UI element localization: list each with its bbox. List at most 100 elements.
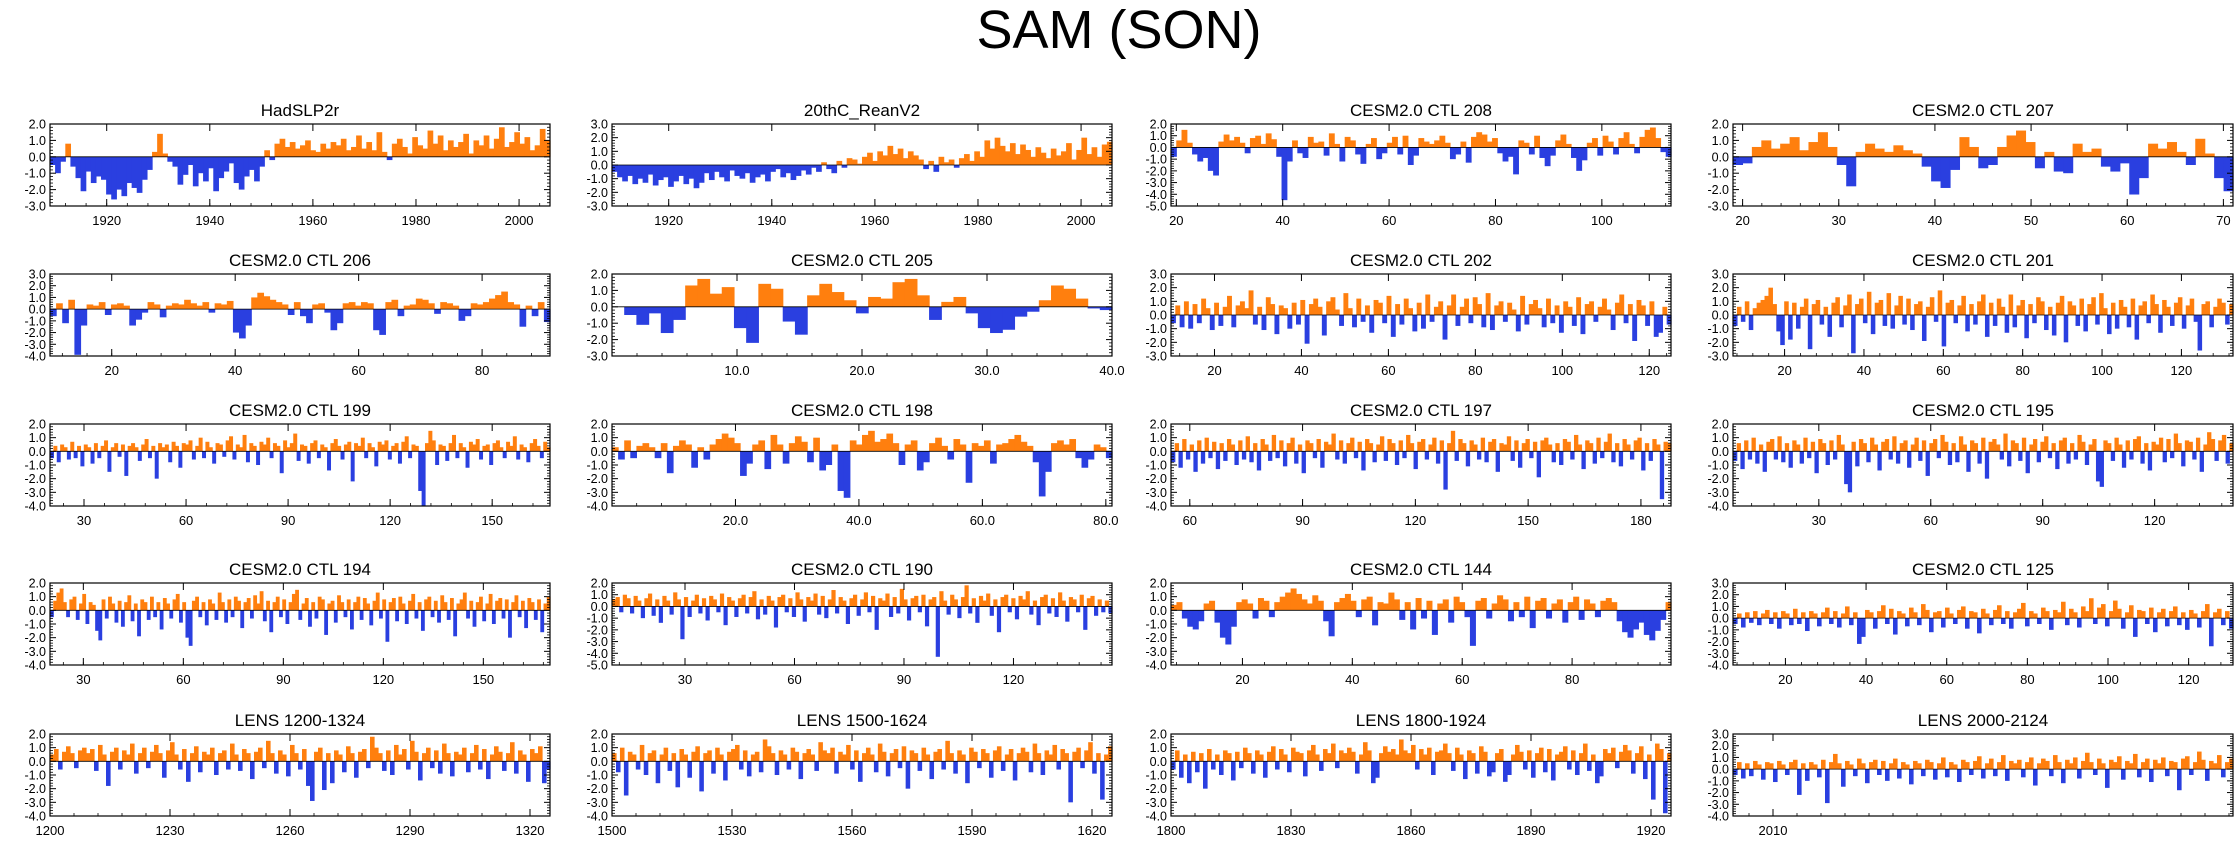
- y-tick-label: -4.0: [1145, 659, 1167, 673]
- anomaly-bar: [543, 603, 548, 611]
- anomaly-bar: [1285, 592, 1292, 611]
- anomaly-bar: [831, 444, 839, 452]
- anomaly-bar: [472, 610, 477, 627]
- plot-frame: [1732, 733, 2234, 817]
- anomaly-bar: [1981, 294, 1986, 315]
- anomaly-bar: [799, 599, 804, 607]
- anomaly-bar: [1426, 600, 1433, 611]
- anomaly-bar: [138, 753, 143, 762]
- x-tick-label: 20.0: [849, 363, 874, 378]
- anomaly-bar: [456, 603, 461, 611]
- anomaly-bar: [1076, 606, 1081, 613]
- anomaly-bar: [1464, 610, 1471, 618]
- y-tick-label: 1.0: [1150, 295, 1167, 309]
- anomaly-bar: [134, 761, 139, 774]
- anomaly-bar: [300, 145, 306, 157]
- anomaly-bar: [1761, 769, 1766, 780]
- anomaly-bar: [1495, 753, 1500, 762]
- anomaly-bar: [938, 156, 945, 165]
- anomaly-bar: [1772, 304, 1777, 315]
- anomaly-bar: [921, 747, 927, 762]
- anomaly-bar: [1447, 753, 1452, 762]
- anomaly-bar: [1765, 762, 1770, 770]
- anomaly-bar: [1921, 769, 1926, 777]
- anomaly-bar: [529, 443, 534, 452]
- anomaly-bar: [1873, 759, 1878, 770]
- anomaly-bar: [1274, 315, 1280, 335]
- anomaly-bar: [842, 754, 847, 762]
- anomaly-bar: [1372, 610, 1379, 626]
- anomaly-bar: [1334, 602, 1341, 611]
- anomaly-bar: [294, 148, 301, 157]
- anomaly-bar: [1579, 753, 1584, 762]
- anomaly-bar: [627, 165, 634, 176]
- anomaly-bar: [1851, 315, 1856, 354]
- anomaly-bar: [524, 610, 529, 629]
- anomaly-bar: [1611, 747, 1616, 762]
- anomaly-bar: [1845, 606, 1850, 619]
- anomaly-bar: [1849, 764, 1854, 770]
- anomaly-bar: [802, 753, 808, 762]
- anomaly-bar: [742, 750, 748, 762]
- plot-frame: [1732, 582, 2234, 666]
- anomaly-bar: [695, 746, 700, 762]
- anomaly-bar: [1936, 451, 1941, 459]
- anomaly-bar: [849, 598, 854, 607]
- y-tick-label: 1.0: [591, 431, 608, 445]
- anomaly-bar: [1532, 441, 1538, 452]
- anomaly-bar: [1821, 612, 1826, 619]
- plot-frame: [49, 123, 551, 207]
- y-tick-label: -1.0: [586, 459, 608, 473]
- anomaly-bar: [1929, 762, 1934, 770]
- anomaly-bar: [1323, 147, 1330, 156]
- anomaly-bar: [1768, 287, 1773, 315]
- anomaly-bar: [1784, 301, 1789, 315]
- anomaly-bar: [360, 437, 365, 452]
- anomaly-bar: [130, 610, 135, 622]
- anomaly-bar: [1861, 763, 1866, 770]
- anomaly-bar: [754, 751, 760, 762]
- anomaly-bar: [1737, 613, 1742, 619]
- anomaly-bar: [346, 599, 351, 611]
- anomaly-bar: [453, 146, 459, 157]
- anomaly-bar: [243, 602, 248, 611]
- x-tick-label: 120: [2144, 513, 2166, 528]
- anomaly-bar: [2197, 618, 2202, 628]
- anomaly-bar: [1829, 762, 1834, 770]
- anomaly-bar: [1997, 146, 2008, 157]
- anomaly-bar: [1529, 610, 1536, 629]
- anomaly-bar: [409, 304, 417, 310]
- anomaly-bar: [1810, 441, 1816, 452]
- anomaly-bar: [90, 451, 95, 464]
- anomaly-bar: [1375, 761, 1380, 778]
- anomaly-bar: [679, 749, 685, 762]
- anomaly-bar: [482, 445, 487, 452]
- anomaly-bar: [533, 439, 538, 452]
- anomaly-bar: [53, 445, 58, 452]
- anomaly-bar: [1219, 761, 1224, 775]
- anomaly-bar: [208, 599, 212, 611]
- anomaly-bar: [453, 610, 458, 637]
- anomaly-bar: [2214, 451, 2219, 461]
- anomaly-bar: [2036, 451, 2041, 463]
- anomaly-bar: [820, 595, 825, 607]
- anomaly-bar: [1883, 151, 1894, 157]
- anomaly-bar: [184, 299, 191, 310]
- anomaly-bar: [953, 296, 967, 307]
- y-tick-label: -1.0: [1707, 774, 1729, 788]
- anomaly-bar: [821, 162, 827, 165]
- anomaly-bar: [2217, 755, 2222, 770]
- anomaly-bar: [1356, 298, 1362, 315]
- anomaly-bar: [161, 447, 166, 452]
- anomaly-bar: [959, 444, 967, 452]
- anomaly-bar: [1475, 600, 1482, 611]
- anomaly-bar: [134, 447, 139, 452]
- chart-panel: CESM2.0 CTL 1902.01.00.0-1.0-2.0-3.0-4.0…: [586, 560, 1113, 687]
- anomaly-bar: [251, 297, 258, 310]
- anomaly-bar: [50, 309, 57, 317]
- anomaly-bar: [175, 445, 179, 452]
- anomaly-bar: [2065, 618, 2070, 626]
- anomaly-bar: [1744, 440, 1749, 452]
- anomaly-bar: [2129, 451, 2134, 460]
- anomaly-bar: [192, 156, 199, 187]
